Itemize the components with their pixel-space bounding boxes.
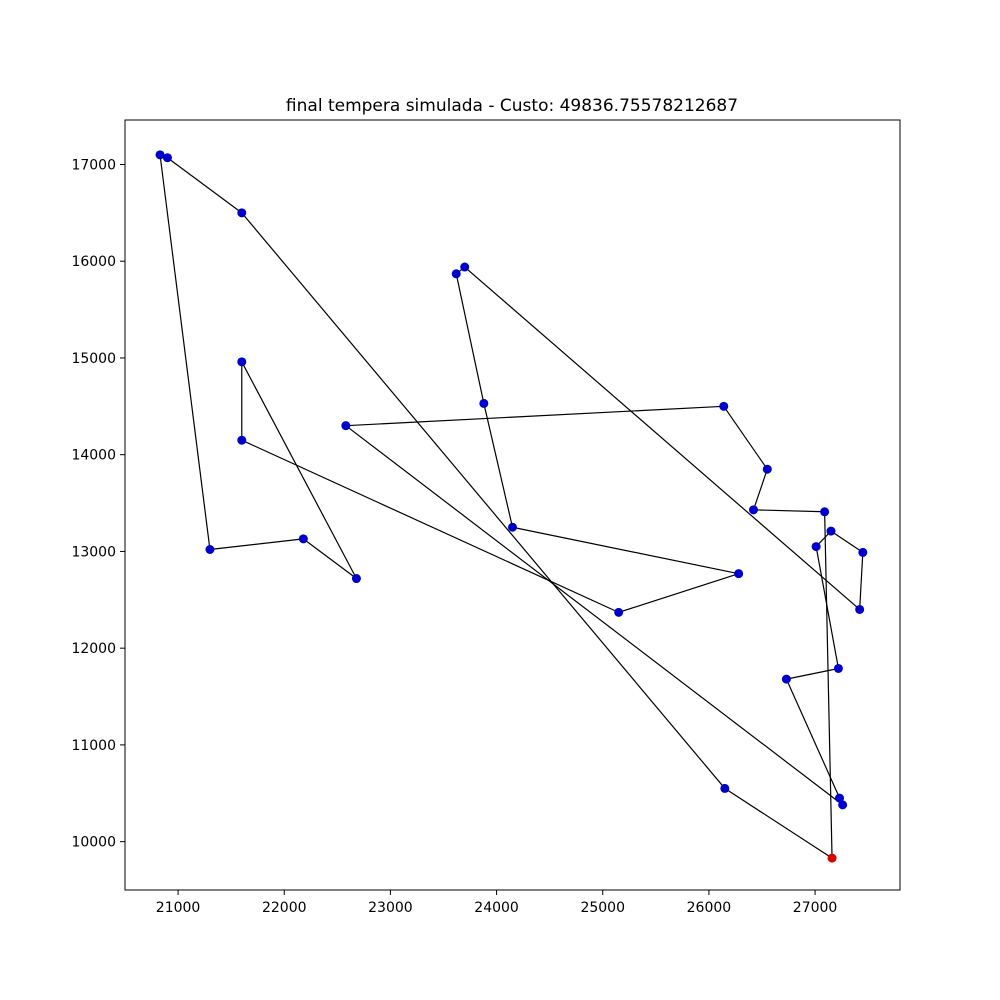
y-axis: 10000 11000 12000 13000 14000 15000 16000 17000: [71, 157, 125, 851]
city-point: [205, 544, 215, 554]
x-tick-label: 25000: [580, 900, 625, 916]
city-point: [237, 357, 247, 367]
city-point: [834, 793, 844, 803]
route-segment: [830, 530, 864, 553]
y-tick-label: 11000: [71, 738, 116, 754]
city-point: [833, 663, 843, 673]
city-point: [748, 505, 758, 515]
route-segment: [824, 511, 833, 859]
plot-frame: [124, 119, 901, 891]
route-segment: [512, 526, 739, 575]
y-tick-label: 16000: [71, 254, 116, 270]
start-point: [827, 853, 837, 863]
city-point: [762, 464, 772, 474]
x-tick-label: 26000: [687, 900, 732, 916]
route-segment: [159, 154, 211, 550]
y-tick-label: 15000: [71, 351, 116, 367]
city-point: [820, 507, 830, 517]
route-segment: [241, 361, 357, 579]
route-segment: [302, 538, 357, 579]
route-segment: [724, 787, 833, 859]
city-point: [460, 262, 470, 272]
y-tick-label: 14000: [71, 448, 116, 464]
city-point: [298, 534, 308, 544]
route-segment: [209, 538, 304, 551]
city-point: [479, 398, 489, 408]
x-tick-label: 23000: [368, 900, 413, 916]
x-tick-label: 27000: [793, 900, 838, 916]
route-segment: [723, 405, 768, 470]
route-segment: [483, 403, 514, 528]
city-point: [341, 421, 351, 431]
route-segment: [455, 273, 485, 404]
y-tick-label: 17000: [71, 157, 116, 173]
city-point: [508, 522, 517, 532]
city-point: [719, 401, 729, 411]
city-point: [855, 604, 865, 614]
route-segment: [464, 266, 861, 610]
route-segment: [241, 212, 726, 789]
route-segment: [241, 439, 619, 613]
route-segment: [785, 678, 844, 806]
route-segment: [786, 667, 839, 680]
x-tick-label: 22000: [262, 900, 307, 916]
route-lines: [159, 154, 864, 859]
city-point: [155, 150, 165, 160]
city-point: [162, 153, 172, 163]
city-point: [811, 542, 821, 552]
city-point: [826, 526, 836, 536]
chart-title: final tempera simulada - Custo: 49836.75…: [286, 96, 738, 116]
x-tick-label: 21000: [156, 900, 201, 916]
route-segment: [345, 405, 724, 427]
y-tick-label: 10000: [71, 835, 116, 851]
city-point: [720, 783, 730, 793]
city-point: [237, 208, 247, 218]
city-point: [614, 607, 624, 617]
route-segment: [752, 469, 768, 511]
x-tick-label: 24000: [474, 900, 519, 916]
route-segment: [859, 552, 864, 610]
route-segment: [753, 509, 825, 513]
city-point: [838, 800, 848, 810]
route-segment: [167, 157, 243, 214]
city-point: [858, 547, 868, 557]
x-axis: 21000 22000 23000 24000 25000 26000 27000: [156, 890, 838, 916]
y-tick-label: 13000: [71, 544, 116, 560]
route-segment: [618, 573, 739, 613]
route-points: [155, 150, 868, 863]
route-segment: [345, 425, 844, 806]
city-point: [451, 269, 461, 279]
city-point: [351, 574, 361, 584]
y-tick-label: 12000: [71, 641, 116, 657]
city-point: [237, 435, 247, 445]
city-point: [734, 569, 744, 579]
city-point: [781, 674, 791, 684]
